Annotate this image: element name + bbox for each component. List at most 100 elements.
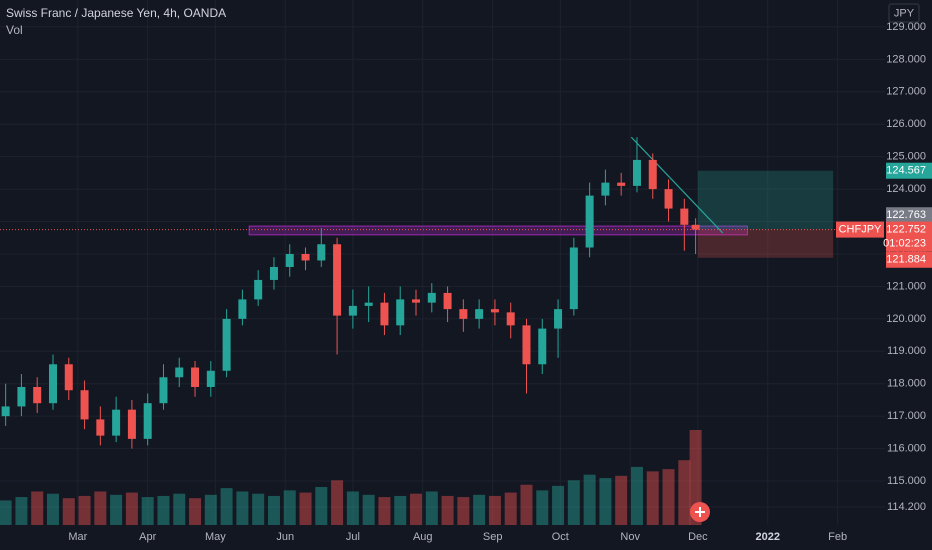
volume-bar <box>488 495 501 525</box>
candle-body <box>506 312 515 326</box>
volume-bar <box>504 492 517 525</box>
volume-bar <box>410 493 423 525</box>
volume-bar <box>283 490 296 525</box>
trend-line <box>630 136 724 234</box>
candle-body <box>254 279 263 300</box>
candle-body <box>222 318 231 371</box>
y-tick-label: 116.000 <box>887 443 926 455</box>
volume-bar <box>646 471 659 525</box>
volume-bar <box>346 491 359 525</box>
candle-body <box>112 409 121 436</box>
candle-body <box>285 253 294 267</box>
volume-bar <box>173 493 186 525</box>
candle-body <box>127 409 136 439</box>
candle-body <box>680 208 689 225</box>
unit-box[interactable] <box>888 3 920 23</box>
y-tick-label: 118.000 <box>887 378 926 390</box>
y-tick-label: 119.000 <box>887 345 926 357</box>
entry-price: 122.763 <box>886 209 926 221</box>
candle-body <box>490 309 499 313</box>
candle-body <box>206 370 215 387</box>
y-tick-label: 117.000 <box>887 410 926 422</box>
volume-bar <box>678 460 691 525</box>
volume-layer <box>0 430 702 525</box>
chart-title: Swiss Franc / Japanese Yen, 4h, OANDA <box>6 6 226 20</box>
candle-body <box>396 299 405 326</box>
volume-bar <box>204 494 217 525</box>
candle-body <box>1 406 10 417</box>
y-axis-unit: JPY <box>894 7 915 19</box>
volume-bar <box>299 492 312 525</box>
entry-tag-bg <box>886 207 932 224</box>
volume-bar <box>267 495 280 525</box>
volume-bar <box>331 480 344 525</box>
volume-bar <box>520 484 533 525</box>
y-tick-label: 128.000 <box>886 53 926 65</box>
grid <box>0 0 885 525</box>
candle-body <box>348 305 357 316</box>
add-icon <box>695 507 705 517</box>
candle-body <box>48 364 57 404</box>
stop-tag-bg <box>886 251 932 268</box>
volume-bar <box>220 488 233 525</box>
candle-body <box>475 309 484 319</box>
volume-bar <box>630 466 643 525</box>
current-tag-bg <box>886 221 932 252</box>
volume-bar <box>31 491 44 525</box>
volume-bar <box>689 430 702 525</box>
x-tick-label: Oct <box>552 531 569 543</box>
volume-bar <box>362 494 375 525</box>
volume-bar <box>110 494 123 525</box>
candle-body <box>569 247 578 310</box>
candle-body <box>427 292 436 303</box>
volume-bar <box>394 495 407 525</box>
axis-layer: 114.200 115.000 116.000 117.000 118.000 119.0… <box>68 21 932 543</box>
candle-body <box>159 377 168 404</box>
candle-body <box>522 325 531 365</box>
volume-bar <box>141 497 154 525</box>
volume-bar <box>46 493 59 525</box>
volume-bar <box>441 495 454 525</box>
candle-body <box>17 386 26 407</box>
x-tick-label: May <box>205 531 226 543</box>
candle-body <box>585 195 594 248</box>
volume-bar <box>315 487 328 525</box>
candle-body <box>412 299 421 303</box>
target-zone <box>697 170 834 230</box>
x-tick-label: Apr <box>139 531 156 543</box>
volume-bar <box>662 469 675 525</box>
volume-label: Vol <box>6 23 23 37</box>
x-tick-label: Sep <box>483 531 503 543</box>
y-tick-label: 124.000 <box>886 183 926 195</box>
candle-body <box>80 390 89 420</box>
drawings-layer <box>0 136 885 258</box>
volume-bar <box>252 493 265 525</box>
x-tick-label: Nov <box>620 531 640 543</box>
volume-bar <box>62 498 75 525</box>
volume-bar <box>615 475 628 525</box>
candle-body <box>317 244 326 261</box>
y-tick-label: 114.200 <box>887 501 926 513</box>
candle-body <box>64 364 73 391</box>
volume-bar <box>599 478 612 525</box>
volume-bar <box>378 497 391 525</box>
x-tick-label: Mar <box>68 531 87 543</box>
candles-layer <box>1 137 700 449</box>
candle-body <box>333 244 342 316</box>
candle-body <box>691 224 700 230</box>
target-tag-bg <box>886 162 932 179</box>
candle-body <box>664 189 673 209</box>
volume-bar <box>552 485 565 525</box>
zone-rect <box>248 225 748 236</box>
volume-bar <box>536 490 549 525</box>
x-tick-label: Aug <box>413 531 433 543</box>
volume-bar <box>15 497 28 525</box>
volume-bar <box>473 494 486 525</box>
candle-body <box>238 299 247 319</box>
x-tick-label: Jun <box>276 531 294 543</box>
volume-bar <box>125 492 138 525</box>
x-tick-label: Jul <box>346 531 360 543</box>
